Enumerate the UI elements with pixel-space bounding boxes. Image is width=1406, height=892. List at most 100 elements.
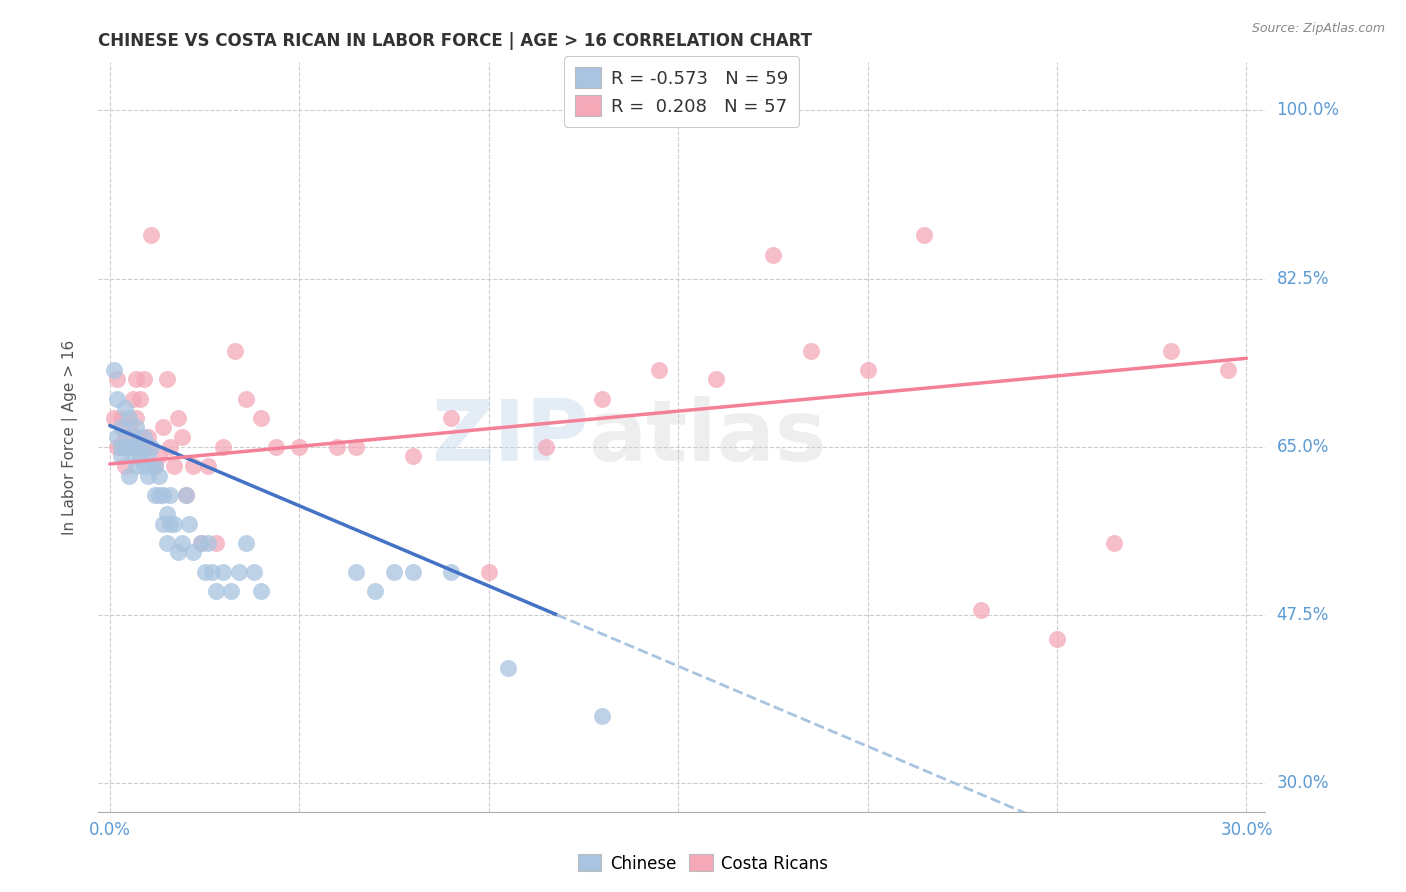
Point [143,488,166,502]
Point [156,535,179,549]
Point [440,410,463,425]
Point [1046,632,1069,646]
Point [266,440,288,454]
Point [167,410,190,425]
Point [170,430,193,444]
Point [110,440,132,454]
Point [152,488,174,502]
Point [118,410,141,425]
Point [132,458,155,473]
Point [163,516,186,531]
Point [114,430,136,444]
Point [114,440,136,454]
Point [143,458,166,473]
Point [148,488,170,502]
Point [132,440,155,454]
Point [235,535,257,549]
Point [148,450,170,464]
Point [1216,363,1239,377]
Point [105,430,128,444]
Point [364,583,387,598]
Text: 65.0%: 65.0% [1277,438,1329,456]
Point [159,488,181,502]
Point [129,450,152,464]
Point [912,228,935,243]
Point [344,440,367,454]
Point [125,458,148,473]
Point [110,450,132,464]
Point [219,583,242,598]
Point [190,535,212,549]
Point [105,372,128,386]
Point [141,228,163,243]
Point [136,450,159,464]
Point [591,392,613,406]
Point [118,440,141,454]
Point [148,468,170,483]
Point [174,488,197,502]
Point [193,565,215,579]
Point [534,440,557,454]
Point [235,392,257,406]
Point [152,420,174,434]
Point [591,708,613,723]
Text: 100.0%: 100.0% [1277,102,1340,120]
Point [382,565,405,579]
Point [197,458,219,473]
Point [174,488,197,502]
Point [121,440,143,454]
Text: Source: ZipAtlas.com: Source: ZipAtlas.com [1251,22,1385,36]
Point [118,440,141,454]
Point [125,372,148,386]
Point [250,410,273,425]
Point [762,247,785,261]
Point [159,440,181,454]
Point [159,516,181,531]
Point [344,565,367,579]
Text: 30.0%: 30.0% [1277,774,1329,792]
Point [125,420,148,434]
Point [170,535,193,549]
Point [402,450,425,464]
Point [648,363,671,377]
Point [136,430,159,444]
Point [179,516,201,531]
Point [228,565,250,579]
Point [114,401,136,416]
Point [326,440,349,454]
Point [856,363,879,377]
Point [181,458,204,473]
Point [181,545,204,559]
Point [125,440,148,454]
Point [110,410,132,425]
Point [242,565,264,579]
Point [129,440,152,454]
Point [152,516,174,531]
Point [205,535,228,549]
Point [288,440,311,454]
Point [212,440,235,454]
Point [197,535,219,549]
Point [141,440,163,454]
Point [163,458,186,473]
Point [478,565,501,579]
Point [121,430,143,444]
Point [156,372,179,386]
Point [1102,535,1125,549]
Y-axis label: In Labor Force | Age > 16: In Labor Force | Age > 16 [62,340,77,534]
Point [205,583,228,598]
Point [143,458,166,473]
Point [118,468,141,483]
Point [105,392,128,406]
Point [800,343,823,358]
Point [103,410,125,425]
Point [440,565,463,579]
Point [970,603,993,617]
Point [132,430,155,444]
Point [212,565,235,579]
Legend: Chinese, Costa Ricans: Chinese, Costa Ricans [571,847,835,880]
Point [190,535,212,549]
Point [114,458,136,473]
Text: 47.5%: 47.5% [1277,606,1329,624]
Point [129,392,152,406]
